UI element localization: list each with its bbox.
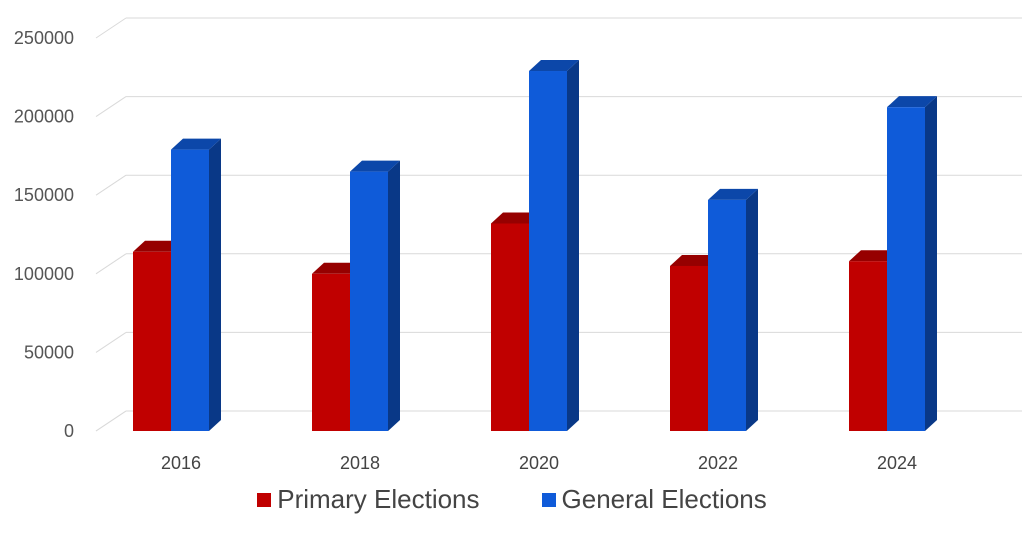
bar-front	[350, 171, 388, 431]
baseline-depth	[95, 410, 127, 432]
bar-top	[491, 212, 541, 224]
gridline-depth	[95, 17, 127, 39]
legend-swatch-general	[541, 492, 556, 507]
bar-top	[171, 138, 221, 150]
bar-front	[491, 223, 529, 431]
bars	[133, 60, 937, 432]
bar-front	[849, 261, 887, 431]
y-axis-labels: 0 50000 100000 150000 200000 250000	[14, 28, 74, 441]
bar-top	[849, 250, 899, 262]
bar-top	[529, 60, 579, 72]
bar-general-elections-2018	[350, 160, 400, 431]
bar-general-elections-2016	[171, 138, 221, 431]
bar-side	[925, 96, 937, 431]
gridline-depth	[95, 96, 127, 118]
x-tick-label: 2016	[161, 453, 201, 473]
bar-general-elections-2020	[529, 60, 579, 432]
legend-swatch-primary	[257, 492, 272, 507]
x-axis-labels: 2016 2018 2020 2022 2024	[161, 453, 917, 473]
bar-side	[567, 60, 579, 432]
gridline-depth	[95, 174, 127, 196]
y-tick-label: 100000	[14, 264, 74, 284]
bar-side	[388, 160, 400, 431]
bar-front	[133, 251, 171, 431]
legend-item-general: General Elections	[541, 484, 767, 515]
legend-label-primary: Primary Elections	[277, 484, 480, 514]
bar-top	[133, 240, 183, 252]
x-tick-label: 2020	[519, 453, 559, 473]
bar-top	[312, 262, 362, 274]
y-tick-label: 250000	[14, 28, 74, 48]
y-tick-label: 50000	[24, 342, 74, 362]
gridline-depth	[95, 253, 127, 275]
bar-top	[350, 160, 400, 172]
bar-general-elections-2024	[887, 96, 937, 431]
bar-side	[746, 188, 758, 431]
bar-front	[708, 199, 746, 431]
legend-label-general: General Elections	[561, 484, 767, 514]
bar-top	[708, 188, 758, 200]
legend-item-primary: Primary Elections	[257, 484, 480, 515]
bar-top	[887, 96, 937, 108]
bar-front	[529, 71, 567, 432]
bar-front	[670, 265, 708, 431]
bar-top	[670, 254, 720, 266]
legend: Primary Elections General Elections	[0, 484, 1024, 515]
bar-front	[887, 107, 925, 431]
bar-front	[171, 149, 209, 431]
bar-side	[209, 138, 221, 431]
x-tick-label: 2024	[877, 453, 917, 473]
bar-general-elections-2022	[708, 188, 758, 431]
y-tick-label: 200000	[14, 107, 74, 127]
x-tick-label: 2018	[340, 453, 380, 473]
y-tick-label: 0	[64, 421, 74, 441]
bar-front	[312, 273, 350, 431]
y-tick-label: 150000	[14, 185, 74, 205]
gridline-depth	[95, 331, 127, 353]
x-tick-label: 2022	[698, 453, 738, 473]
